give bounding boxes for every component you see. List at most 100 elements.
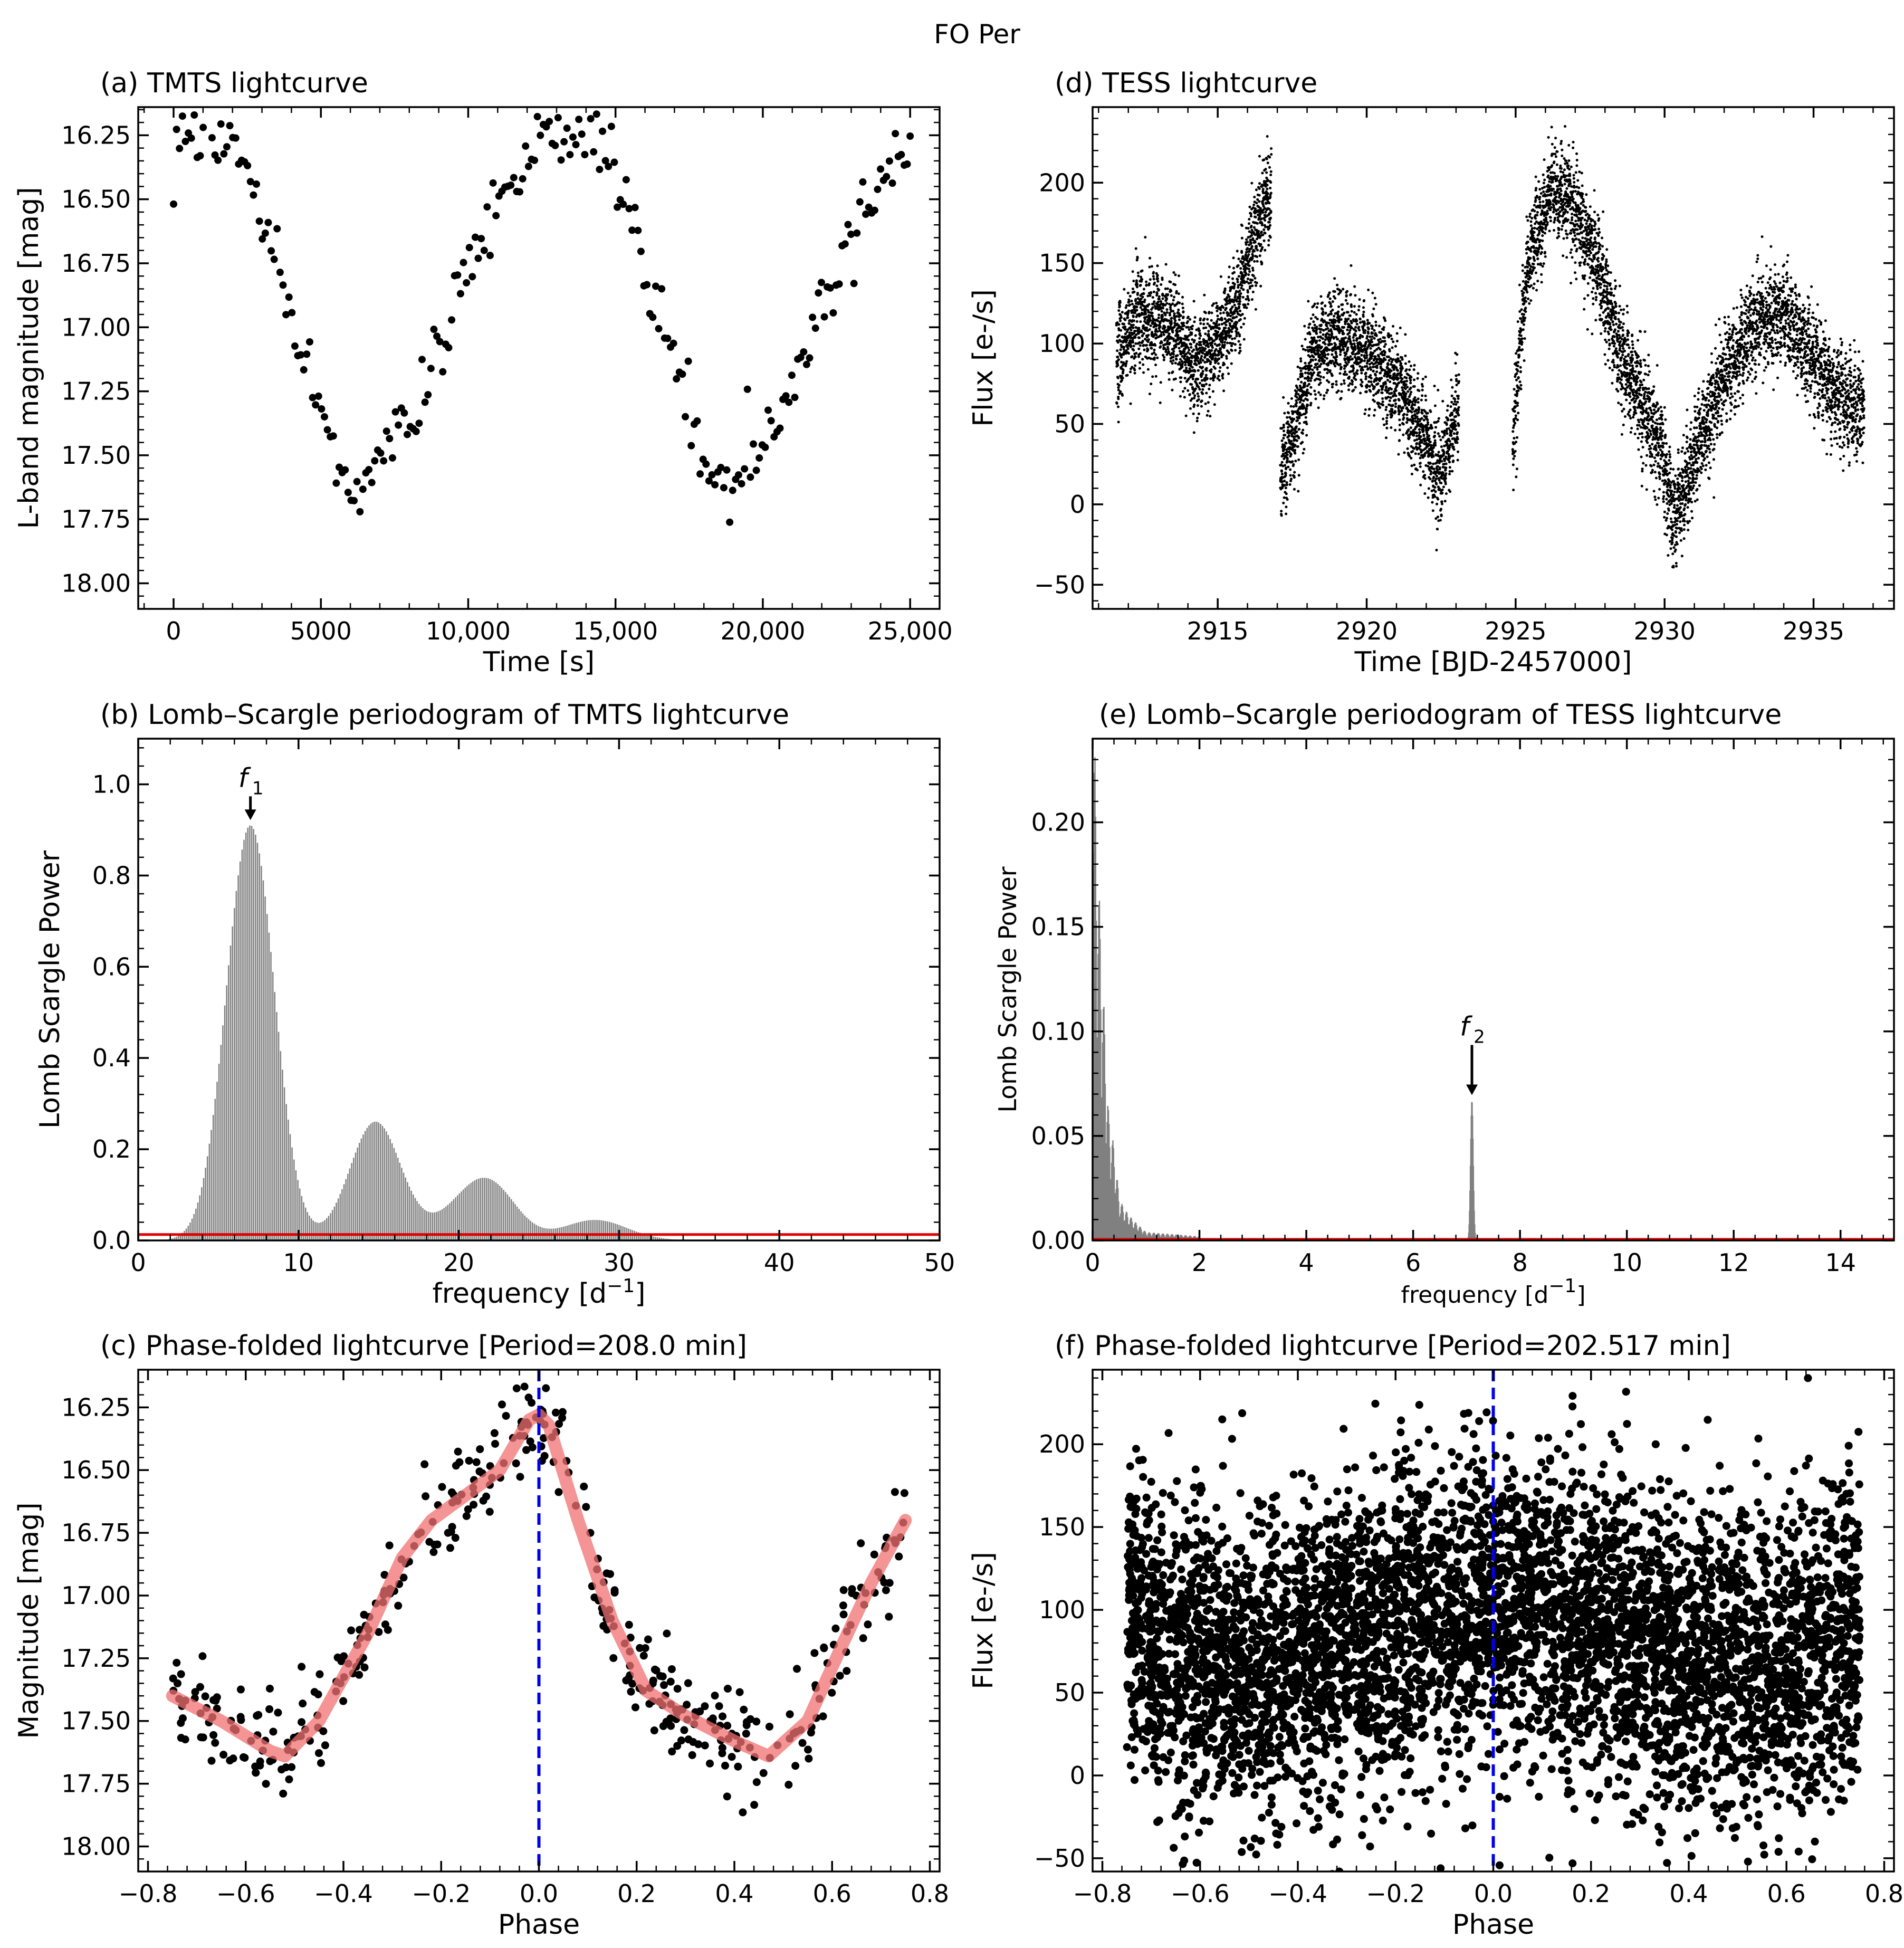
y-tick-label: 50 [1054,1678,1085,1707]
data-point [209,1731,218,1739]
panel-title: (d) TESS lightcurve [1055,68,1317,99]
axes-frame [1092,106,1895,610]
data-point [726,518,734,526]
x-tick-label: 0 [130,1248,146,1277]
data-point [596,166,604,174]
data-point [666,1714,675,1723]
data-point [752,1778,761,1787]
data-point [853,229,861,237]
axes-frame [137,106,941,610]
data-point [649,313,657,321]
data-point [380,457,388,465]
data-point [497,1400,506,1409]
data-point [696,470,704,478]
data-point [356,508,364,515]
figure-title: FO Per [934,19,1020,50]
plot-area-d [1115,125,1865,569]
y-tick-label: 16.25 [61,121,131,149]
x-tick-label: 2915 [1187,617,1249,645]
plot-area-f [1123,1370,1864,1871]
data-point [422,1492,430,1501]
data-point [694,1740,703,1749]
data-point [445,343,453,351]
data-point [321,1741,329,1750]
x-tick-label: 0.4 [715,1879,753,1908]
data-point [664,335,672,342]
data-point [516,1473,524,1481]
data-point [421,398,429,406]
data-point [303,350,311,358]
y-tick-label: 17.00 [61,313,131,341]
data-point [718,1749,726,1758]
data-point [522,142,530,150]
y-tick-label: 150 [1039,1513,1085,1541]
y-axis-label: Flux [e-/s] [968,1552,999,1689]
panel-title: (c) Phase-folded lightcurve [Period=208.… [100,1330,747,1362]
y-tick-label: 1.0 [92,770,131,798]
y-tick-label: 0.15 [1031,913,1085,941]
y-tick-label: 0.20 [1031,808,1085,837]
data-point [381,1620,389,1629]
x-tick-label: 2925 [1485,617,1546,645]
data-point [841,240,849,248]
data-point [767,417,775,425]
data-point [298,1663,306,1671]
data-point [819,1712,827,1721]
x-tick-label: 2930 [1634,617,1696,645]
data-point [581,151,589,159]
x-tick-label: 40 [764,1248,795,1277]
x-tick-label: 20,000 [720,617,805,645]
data-point [895,1552,903,1561]
data-point [625,1620,633,1629]
data-point [512,1459,520,1468]
y-tick-label: 0.00 [1031,1226,1085,1255]
y-tick-label: 17.75 [61,505,131,533]
data-point [350,496,358,504]
data-point [847,231,855,238]
data-point [892,130,900,138]
data-point [785,398,793,406]
y-tick-label: 0.05 [1031,1122,1085,1150]
data-point [817,279,825,287]
data-point [711,1692,719,1700]
panel-title: (f) Phase-folded lightcurve [Period=202.… [1055,1330,1731,1362]
data-point [752,1717,761,1726]
data-point [650,1726,658,1735]
data-point [199,123,207,131]
y-tick-label: 0.6 [92,952,131,981]
data-point [512,1384,521,1392]
data-point [606,1570,615,1578]
data-point [489,179,497,187]
data-point [274,1708,282,1717]
data-point [636,1644,644,1652]
data-point [477,235,485,243]
x-tick-label: 0.2 [617,1879,656,1908]
data-point [870,1550,878,1559]
y-tick-label: 0 [1070,1761,1085,1790]
data-point [386,435,394,443]
data-point [524,163,532,170]
y-tick-label: −50 [1034,570,1085,599]
data-point [436,338,444,346]
data-point [462,1512,471,1520]
data-point [382,427,390,435]
data-point [479,1496,487,1505]
data-point [425,1538,434,1546]
x-tick-label: 25,000 [868,617,953,645]
data-point [337,1657,346,1665]
data-point [882,1586,890,1594]
data-point [524,1393,533,1402]
data-point [519,175,527,183]
data-point [622,176,630,184]
y-tick-label: 50 [1054,409,1085,438]
data-point [684,1735,693,1744]
x-tick-label: 2935 [1783,617,1844,645]
data-point [555,1420,563,1428]
data-point [176,145,184,152]
data-point [465,244,473,252]
data-point [810,1649,819,1657]
data-point [723,1722,732,1730]
data-point [528,1443,537,1452]
data-point [520,1382,529,1391]
